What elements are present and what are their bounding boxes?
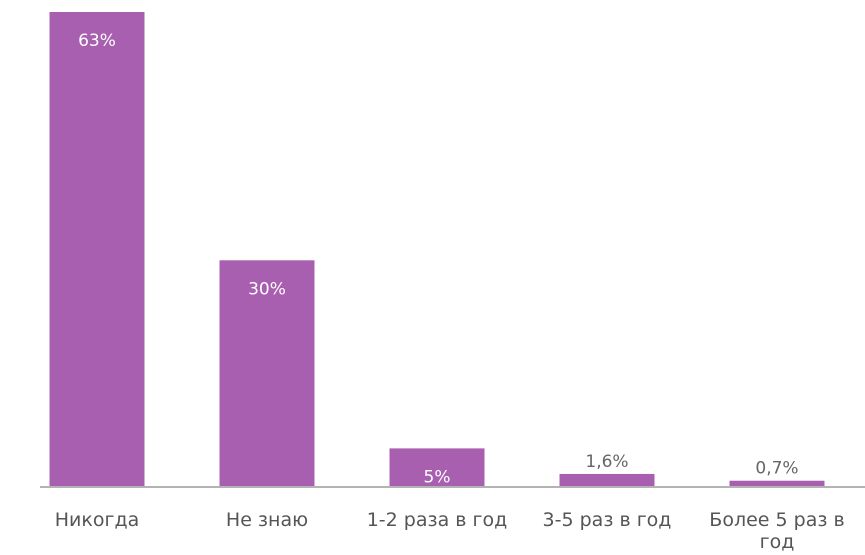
bar-value-label-2: 30%	[248, 279, 286, 299]
category-label-1: Никогда	[55, 509, 140, 531]
bar-value-label-5: 0,7%	[755, 459, 798, 479]
bar-value-label-4: 1,6%	[585, 452, 628, 472]
category-label-line: 3-5 раз в год	[543, 509, 672, 531]
category-label-4: 3-5 раз в год	[543, 509, 672, 531]
category-label-line: 1-2 раза в год	[367, 509, 508, 531]
category-label-line: Не знаю	[226, 509, 308, 531]
labels-group: 63% Никогда 30% Не знаю 5% 1-2 раза в год 1,6%…	[55, 31, 845, 553]
category-label-line: год	[760, 531, 795, 553]
bar-5	[729, 480, 825, 486]
bar-3	[389, 448, 485, 486]
bar-value-label-1: 63%	[78, 31, 116, 51]
bar-1	[49, 12, 145, 486]
category-label-2: Не знаю	[226, 509, 308, 531]
bar-4	[559, 473, 655, 486]
category-label-line: Более 5 раз в	[709, 509, 844, 531]
bar-value-label-3: 5%	[424, 467, 451, 487]
category-label-line: Никогда	[55, 509, 140, 531]
bars-group	[49, 12, 825, 486]
category-label-5: Более 5 раз в год	[709, 509, 844, 553]
bar-2	[219, 260, 315, 486]
category-label-3: 1-2 раза в год	[367, 509, 508, 531]
